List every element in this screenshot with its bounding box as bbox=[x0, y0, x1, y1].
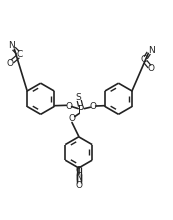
Text: O: O bbox=[65, 102, 72, 111]
Text: P: P bbox=[78, 105, 84, 115]
Text: S: S bbox=[76, 93, 82, 101]
Text: N: N bbox=[75, 173, 82, 182]
Text: O: O bbox=[148, 64, 155, 73]
Text: O: O bbox=[90, 102, 97, 111]
Text: O: O bbox=[69, 114, 76, 123]
Text: N: N bbox=[148, 46, 155, 55]
Text: O: O bbox=[7, 59, 14, 68]
Text: O: O bbox=[75, 181, 82, 190]
Text: C: C bbox=[76, 166, 82, 175]
Text: C: C bbox=[140, 55, 147, 64]
Text: N: N bbox=[8, 42, 15, 51]
Text: C: C bbox=[17, 50, 23, 59]
